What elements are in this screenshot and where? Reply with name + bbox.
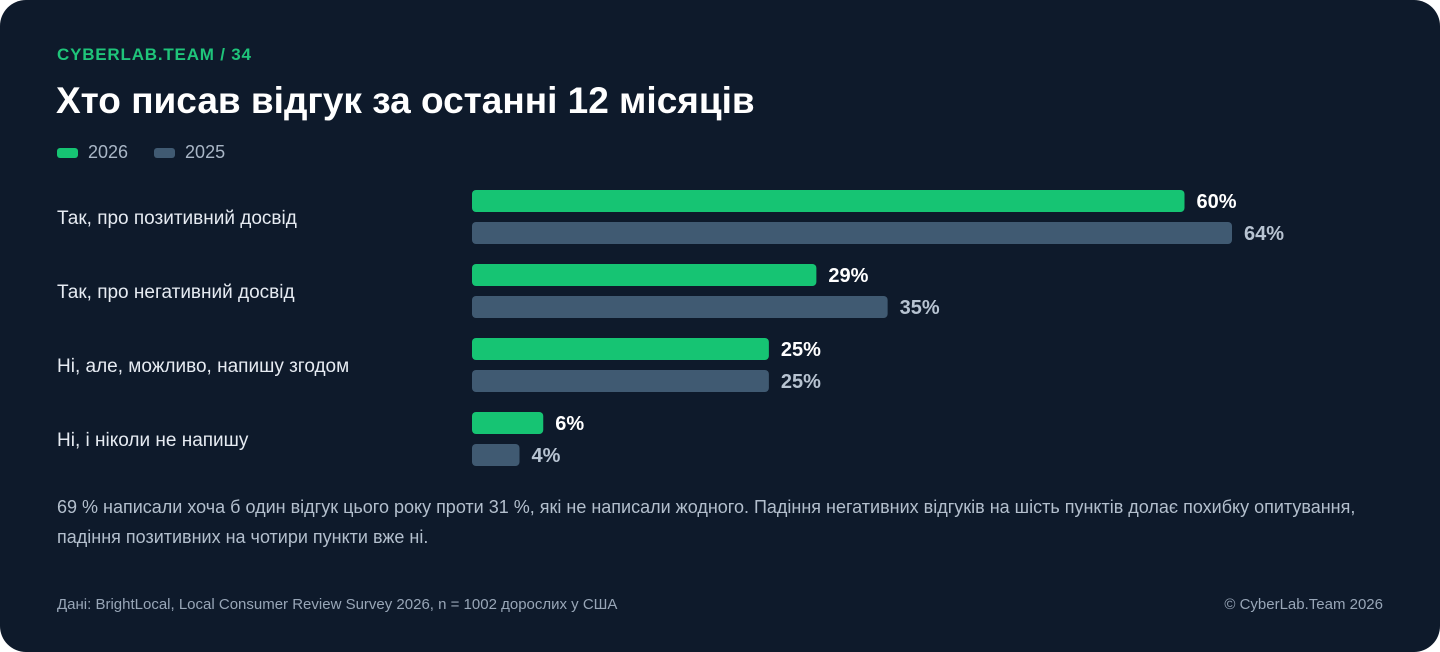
bar-2025	[472, 370, 769, 392]
bar-2026	[472, 190, 1185, 212]
category-label: Ні, і ніколи не напишу	[57, 430, 249, 451]
bar-2025	[472, 444, 520, 466]
value-label-2026: 25%	[781, 339, 821, 361]
legend-label-2025: 2025	[185, 142, 226, 162]
chart-note: 69 % написали хоча б один відгук цього р…	[57, 497, 1356, 547]
legend-item-2026: 2026	[57, 142, 128, 163]
value-label-2025: 4%	[532, 445, 561, 467]
legend: 2026 2025	[57, 142, 225, 163]
category-label: Так, про негативний досвід	[57, 282, 295, 303]
value-label-2026: 29%	[828, 265, 868, 287]
value-label-2025: 64%	[1244, 223, 1284, 245]
chart-title: Хто писав відгук за останні 12 місяців	[56, 80, 755, 121]
source-note: Дані: BrightLocal, Local Consumer Review…	[57, 596, 618, 613]
value-label-2026: 60%	[1197, 191, 1237, 213]
category-label: Так, про позитивний досвід	[57, 208, 297, 229]
bar-2026	[472, 338, 769, 360]
value-label-2026: 6%	[555, 413, 584, 435]
legend-swatch-2025	[154, 147, 176, 158]
bar-chart: Так, про позитивний досвід 60% 64% Так, про…	[57, 190, 1284, 467]
bar-2025	[472, 296, 888, 318]
copyright: © CyberLab.Team 2026	[1224, 596, 1383, 613]
category-label: Ні, але, можливо, напишу згодом	[57, 356, 349, 377]
legend-swatch-2026	[57, 147, 78, 158]
bar-2026	[472, 412, 544, 434]
bar-2026	[472, 264, 817, 286]
legend-item-2025: 2025	[154, 142, 225, 163]
legend-label-2026: 2026	[88, 142, 129, 162]
bar-2025	[472, 222, 1232, 244]
kicker: CYBERLAB.TEAM / 34	[57, 45, 252, 64]
value-label-2025: 35%	[900, 297, 940, 319]
value-label-2025: 25%	[781, 371, 821, 393]
